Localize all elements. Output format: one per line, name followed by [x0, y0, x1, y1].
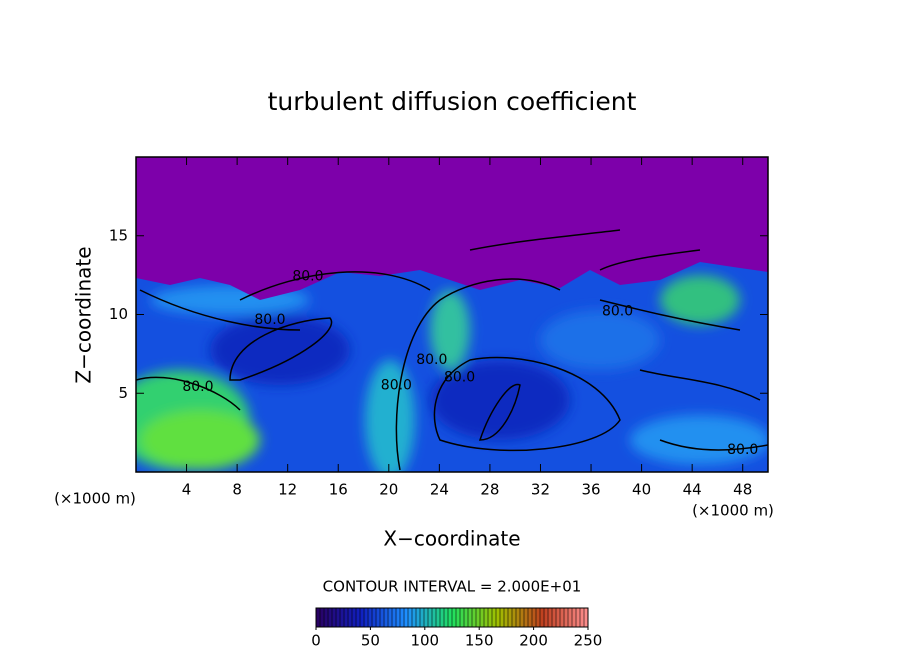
contour-label: 80.0	[444, 370, 475, 386]
y-tick-label: 10	[109, 305, 128, 323]
colorbar-tick-label: 150	[465, 632, 494, 650]
x-tick-label: 36	[581, 481, 600, 499]
contour-label: 80.0	[602, 303, 633, 319]
x-tick-label: 16	[329, 481, 348, 499]
field	[136, 157, 768, 472]
x-tick-label: 24	[430, 481, 449, 499]
colorbar-tick-label: 50	[361, 632, 380, 650]
y-tick-label: 5	[118, 384, 128, 402]
contour-label: 80.0	[182, 379, 213, 395]
y-tick-label: 15	[109, 226, 128, 244]
x-tick-label: 8	[232, 481, 242, 499]
contour-label: 80.0	[254, 312, 285, 328]
colorbar-tick-label: 100	[410, 632, 439, 650]
x-tick-label: 48	[733, 481, 752, 499]
contour-interval: CONTOUR INTERVAL = 2.000E+01	[323, 578, 582, 596]
x-unit: (×1000 m)	[692, 502, 774, 520]
x-tick-label: 40	[632, 481, 651, 499]
x-unit: (×1000 m)	[54, 490, 136, 508]
x-tick-label: 20	[379, 481, 398, 499]
contour-label: 80.0	[727, 442, 758, 458]
colorbar-tick-label: 200	[519, 632, 548, 650]
x-tick-label: 28	[480, 481, 499, 499]
x-tick-label: 12	[278, 481, 297, 499]
x-tick-label: 32	[531, 481, 550, 499]
y-axis-label: Z−coordinate	[72, 246, 96, 383]
colorbar-tick-label: 0	[311, 632, 321, 650]
x-tick-label: 4	[182, 481, 192, 499]
chart-title: turbulent diffusion coefficient	[268, 87, 637, 116]
contour-label: 80.0	[381, 377, 412, 393]
x-axis-label: X−coordinate	[383, 527, 520, 551]
contour-label: 80.0	[416, 352, 447, 368]
contour-label: 80.0	[292, 269, 323, 285]
x-tick-label: 44	[683, 481, 702, 499]
colorbar-tick-label: 250	[574, 632, 603, 650]
